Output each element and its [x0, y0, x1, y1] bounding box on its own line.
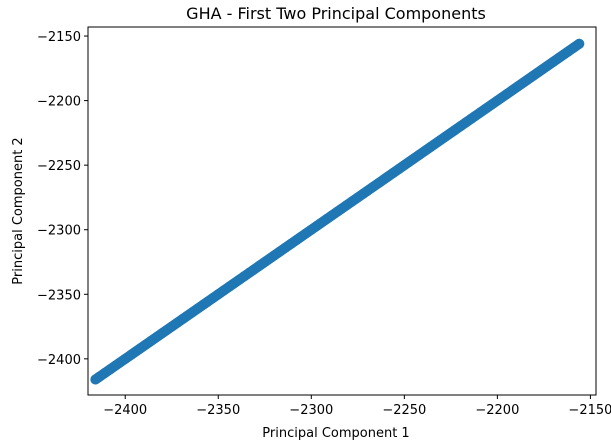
y-axis-label: Principal Component 2 [11, 137, 26, 284]
y-tick-label: −2250 [37, 159, 81, 174]
y-tick-label: −2150 [37, 30, 81, 45]
y-tick-label: −2350 [37, 288, 81, 303]
x-tick-label: −2150 [568, 403, 611, 418]
chart-title: GHA - First Two Principal Components [186, 4, 486, 23]
plot-frame [87, 26, 597, 396]
x-tick-label: −2250 [382, 403, 426, 418]
y-axis-ticks: −2150 −2200 −2250 −2300 −2350 −2400 [37, 30, 88, 368]
y-tick-label: −2300 [37, 224, 81, 239]
x-tick-label: −2300 [289, 403, 333, 418]
x-axis-ticks: −2400 −2350 −2300 −2250 −2200 −2150 [103, 395, 611, 418]
x-tick-label: −2350 [196, 403, 240, 418]
y-tick-label: −2400 [37, 353, 81, 368]
data-point [574, 38, 585, 49]
x-axis-label: Principal Component 1 [262, 426, 409, 441]
y-tick-label: −2200 [37, 95, 81, 110]
x-tick-label: −2200 [475, 403, 519, 418]
data-points [90, 38, 585, 385]
x-tick-label: −2400 [103, 403, 147, 418]
